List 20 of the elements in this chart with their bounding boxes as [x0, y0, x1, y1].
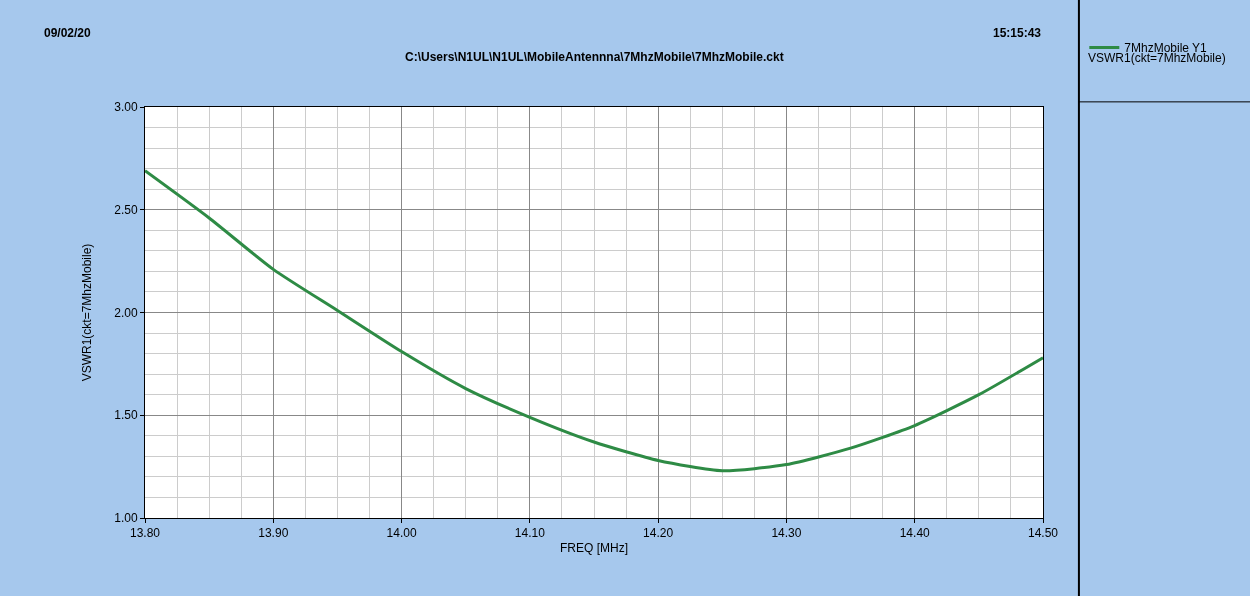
y-tick-label: 1.00 — [114, 511, 138, 526]
y-tick-label: 2.00 — [114, 305, 138, 320]
x-tick-label: 14.00 — [386, 526, 417, 541]
text: 15:15:43 — [993, 26, 1042, 40]
x-tick-label: 14.20 — [643, 526, 674, 541]
y-tick-label: 3.00 — [114, 100, 138, 115]
x-tick-label: 14.30 — [771, 526, 802, 541]
x-tick-label: 14.40 — [899, 526, 931, 541]
y-tick-label: 1.50 — [114, 408, 138, 423]
x-tick-label: 13.80 — [129, 526, 161, 541]
x-tick-label: 13.90 — [258, 526, 289, 541]
x-axis-title: FREQ [MHz] — [560, 541, 628, 556]
legend-title: VSWR1(ckt=7MhzMobile) — [1088, 51, 1226, 65]
line-series — [145, 169, 1043, 473]
y-tick-label: 2.50 — [114, 202, 138, 217]
text: 09/02/20 — [44, 26, 92, 40]
y-axis-title: VSWR1(ckt=7MhzMobile) — [79, 243, 94, 382]
x-tick-label: 14.50 — [1027, 526, 1059, 541]
chart-subtitle: C:\Users\N1UL\N1UL\MobileAntennna\7MhzMobile\7MhzMobile.ckt — [405, 50, 784, 64]
x-tick-label: 14.10 — [514, 526, 546, 541]
